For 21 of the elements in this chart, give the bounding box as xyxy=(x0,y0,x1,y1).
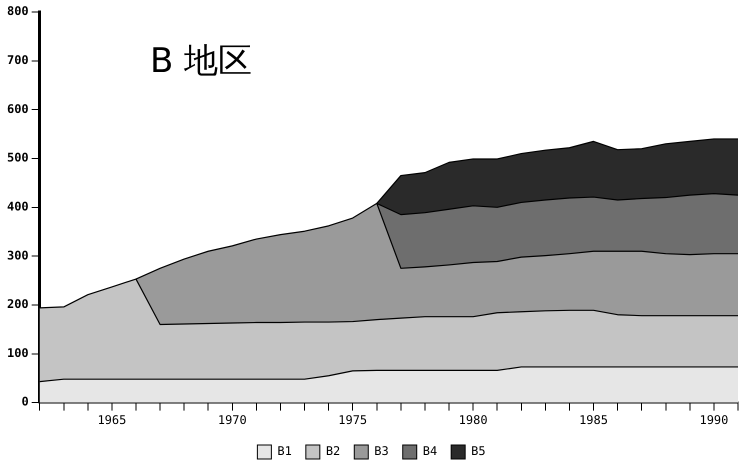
y-tick-label: 300 xyxy=(6,248,29,262)
x-tick-label: 1985 xyxy=(579,412,608,427)
y-tick-label: 800 xyxy=(6,4,29,18)
x-tick-label: 1970 xyxy=(218,412,247,427)
x-tick-label: 1975 xyxy=(338,412,368,427)
legend-label: B1 xyxy=(277,444,292,458)
y-tick-label: 100 xyxy=(6,346,29,360)
legend-label: B3 xyxy=(374,444,389,458)
y-tick-label: 200 xyxy=(6,297,29,312)
y-tick-label: 500 xyxy=(6,150,29,165)
legend-label: B4 xyxy=(422,444,438,458)
y-tick-label: 400 xyxy=(6,199,29,214)
legend-label: B2 xyxy=(326,444,340,458)
x-tick-label: 1990 xyxy=(699,412,728,427)
x-tick-label: 1965 xyxy=(97,412,126,427)
text: B 地区 xyxy=(150,40,252,83)
y-tick-label: 0 xyxy=(21,394,29,409)
legend-label: B5 xyxy=(471,444,486,458)
y-tick-label: 600 xyxy=(6,102,29,116)
y-tick-label: 700 xyxy=(6,52,29,67)
x-tick-label: 1980 xyxy=(458,412,488,427)
